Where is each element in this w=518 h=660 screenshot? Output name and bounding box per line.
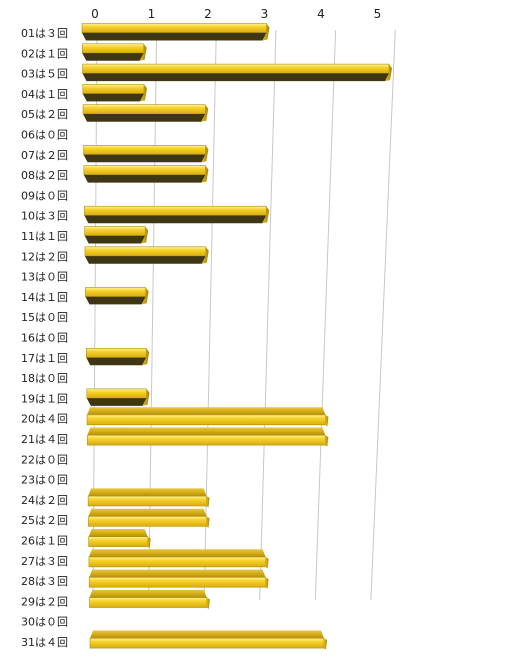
category-label: 30は０回 xyxy=(21,616,68,629)
category-label: 14は１回 xyxy=(21,291,68,304)
bar xyxy=(86,388,150,406)
bar xyxy=(89,630,327,650)
category-label: 29は２回 xyxy=(21,595,68,608)
category-label: 28は３回 xyxy=(21,575,68,588)
category-label: 27は３回 xyxy=(21,555,68,568)
category-label: 13は０回 xyxy=(21,271,68,284)
category-label: 02は１回 xyxy=(21,47,68,60)
bar xyxy=(82,84,147,102)
category-label: 08は２回 xyxy=(21,169,68,182)
bar xyxy=(84,205,270,224)
bar xyxy=(81,23,270,41)
category-label: 06は０回 xyxy=(21,129,68,142)
category-label: 16は０回 xyxy=(21,332,68,345)
category-label: 15は０回 xyxy=(21,311,68,324)
gridline xyxy=(259,29,277,601)
bar xyxy=(88,529,151,548)
bar xyxy=(88,569,269,589)
category-label: 04は１回 xyxy=(21,88,68,101)
category-label: 17は１回 xyxy=(21,352,68,365)
bar xyxy=(87,488,210,508)
category-label: 23は０回 xyxy=(21,474,68,487)
x-tick-label: 1 xyxy=(148,7,156,21)
category-label: 11は１回 xyxy=(21,230,68,243)
bar xyxy=(86,407,329,427)
gridline xyxy=(370,29,396,601)
x-tick-label: 0 xyxy=(91,7,99,21)
gridline xyxy=(314,29,337,601)
category-label: 18は０回 xyxy=(21,372,68,385)
bar xyxy=(82,63,393,82)
category-label: 26は１回 xyxy=(21,535,68,548)
bar xyxy=(84,226,149,244)
x-tick-label: 5 xyxy=(374,7,382,21)
category-label: 09は０回 xyxy=(21,189,68,202)
category-label: 25は２回 xyxy=(21,514,68,527)
bar xyxy=(84,246,209,264)
bar xyxy=(81,43,147,61)
bar xyxy=(87,427,329,447)
x-tick-label: 3 xyxy=(261,7,269,21)
category-label: 22は０回 xyxy=(21,453,68,466)
bar xyxy=(82,104,209,122)
category-label: 01は３回 xyxy=(21,27,68,40)
bar xyxy=(85,287,149,305)
bar xyxy=(88,549,269,569)
category-label: 20は４回 xyxy=(21,413,68,426)
category-label: 03は５回 xyxy=(21,68,68,81)
bar xyxy=(88,508,210,528)
category-label: 24は２回 xyxy=(21,494,68,507)
x-tick-label: 4 xyxy=(317,7,325,21)
category-label: 31は４回 xyxy=(21,636,68,649)
bar xyxy=(83,165,209,183)
bar xyxy=(85,347,150,366)
category-label: 12は２回 xyxy=(21,250,68,263)
category-label: 07は２回 xyxy=(21,149,68,162)
category-label: 10は３回 xyxy=(21,210,68,223)
bar xyxy=(89,589,210,609)
x-tick-label: 2 xyxy=(204,7,212,21)
bar xyxy=(83,145,209,163)
category-label: 21は４回 xyxy=(21,433,68,446)
category-label: 05は２回 xyxy=(21,108,68,121)
category-label: 19は１回 xyxy=(21,392,68,405)
